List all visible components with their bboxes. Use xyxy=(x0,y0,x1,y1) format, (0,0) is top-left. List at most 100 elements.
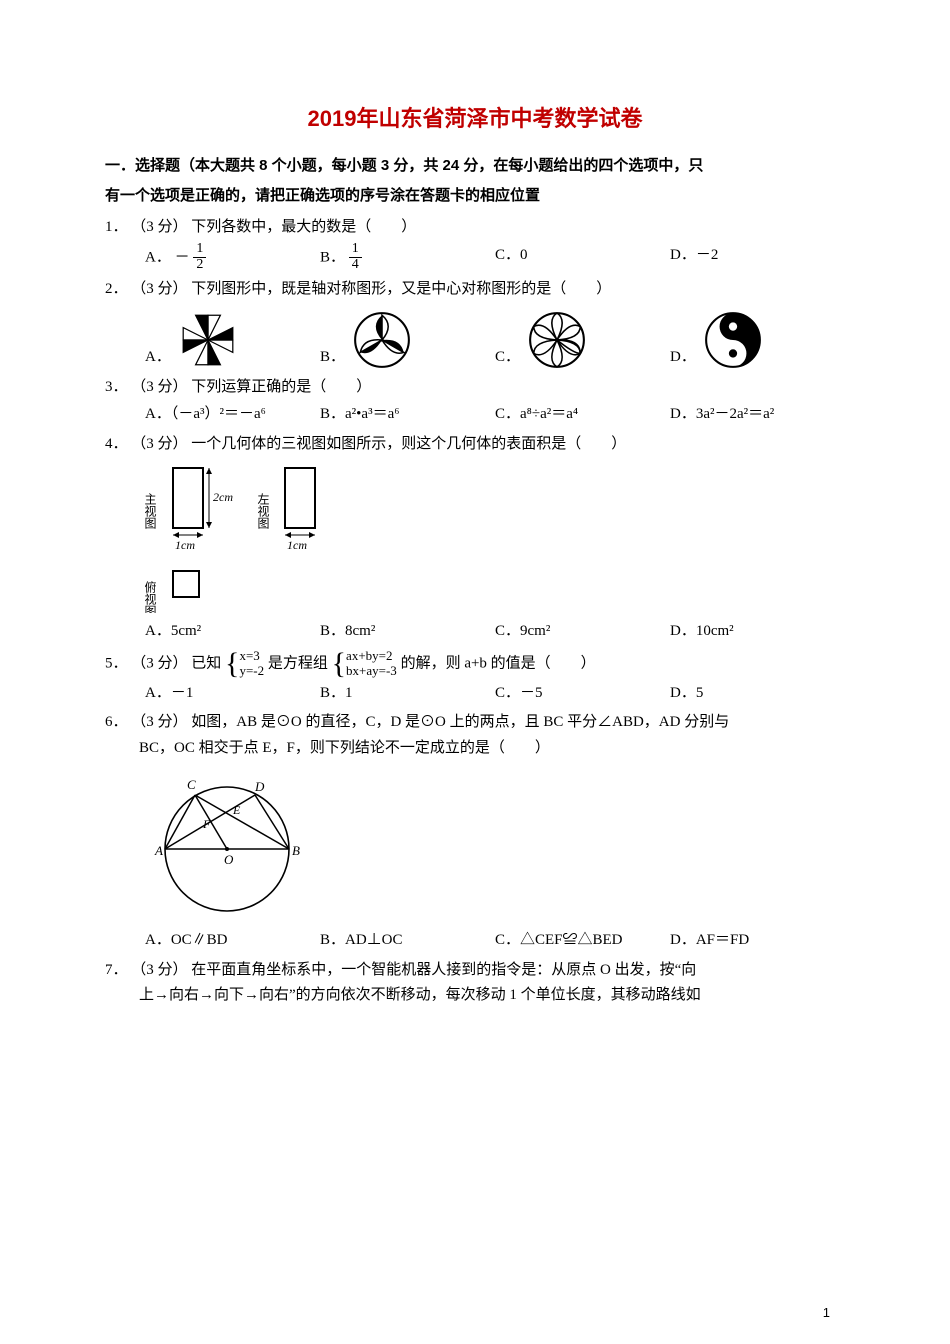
q1-options: A． － 1 2 B． 1 4 C．0 D．－2 xyxy=(105,243,845,273)
h-label: 2cm xyxy=(213,490,233,504)
q2-stem: 下列图形中，既是轴对称图形，又是中心对称图形的是（ ） xyxy=(191,281,611,297)
section-heading-line2: 有一个选项是正确的，请把正确选项的序号涂在答题卡的相应位置 xyxy=(105,187,540,204)
q3-option-b: B．a²•a³＝a⁶ xyxy=(320,402,495,428)
q3-number: 3． xyxy=(105,379,128,395)
q6-figure: A B C D O E F xyxy=(105,767,845,922)
q3-options: A．（－a³）²＝－a⁶ B．a²•a³＝a⁶ C．a⁸÷a²＝a⁴ D．3a²… xyxy=(105,402,845,428)
q2-a-label: A． xyxy=(145,345,171,371)
q2-d-label: D． xyxy=(670,345,696,371)
q2-c-label: C． xyxy=(495,345,520,371)
q2-points: （3 分） xyxy=(131,281,187,297)
question-3: 3． （3 分） 下列运算正确的是（ ） A．（－a³）²＝－a⁶ B．a²•a… xyxy=(105,375,845,428)
question-5: 5． （3 分） 已知 { x=3 y=-2 是方程组 { ax+by=2 bx… xyxy=(105,649,845,707)
q1-a-fraction: 1 2 xyxy=(193,242,206,272)
svg-text:E: E xyxy=(232,803,241,817)
left-label: 左视图 xyxy=(256,492,270,529)
svg-text:B: B xyxy=(292,843,300,858)
q5-sys1-r2: y=-2 xyxy=(239,664,264,679)
q1-option-a: A． － 1 2 xyxy=(145,243,320,273)
q2-figures: A． B． xyxy=(105,309,845,371)
q7-points: （3 分） xyxy=(131,962,187,978)
q5-stem-post: 的解，则 a+b 的值是（ ） xyxy=(401,655,596,671)
q7-stem-l2: 上→向右→向下→向右”的方向依次不断移动，每次移动 1 个单位长度，其移动路线如 xyxy=(105,983,845,1009)
q3-stem: 下列运算正确的是（ ） xyxy=(191,379,371,395)
q1-option-d: D．－2 xyxy=(670,243,845,273)
svg-text:D: D xyxy=(254,779,265,794)
q5-option-c: C．－5 xyxy=(495,681,670,707)
w1-label: 1cm xyxy=(175,538,195,552)
q2-fig-b: B． xyxy=(320,309,495,371)
q2-fig-a: A． xyxy=(145,309,320,371)
q4-option-a: A．5cm² xyxy=(145,619,320,645)
q1-b-denom: 4 xyxy=(349,258,362,273)
q6-stem-l2: BC，OC 相交于点 E，F，则下列结论不一定成立的是（ ） xyxy=(105,736,845,762)
q1-b-label: B． xyxy=(320,250,345,266)
yinyang-icon xyxy=(702,309,764,371)
q5-option-b: B．1 xyxy=(320,681,495,707)
q6-number: 6． xyxy=(105,714,128,730)
svg-text:O: O xyxy=(224,852,234,867)
q1-b-numer: 1 xyxy=(349,242,362,258)
six-petal-icon xyxy=(526,309,588,371)
q1-a-numer: 1 xyxy=(193,242,206,258)
q3-option-d: D．3a²－2a²＝a² xyxy=(670,402,845,428)
q4-options: A．5cm² B．8cm² C．9cm² D．10cm² xyxy=(105,619,845,645)
question-6: 6． （3 分） 如图，AB 是⊙O 的直径，C，D 是⊙O 上的两点，且 BC… xyxy=(105,710,845,954)
q6-stem-l1: 如图，AB 是⊙O 的直径，C，D 是⊙O 上的两点，且 BC 平分∠ABD，A… xyxy=(191,714,729,730)
w2-label: 1cm xyxy=(287,538,307,552)
svg-text:A: A xyxy=(154,843,163,858)
q4-number: 4． xyxy=(105,436,128,452)
question-1: 1． （3 分） 下列各数中，最大的数是（ ） A． － 1 2 B． 1 4 … xyxy=(105,215,845,273)
q1-option-b: B． 1 4 xyxy=(320,243,495,273)
q1-a-label: A． xyxy=(145,250,171,266)
q6-option-a: A．OC∥BD xyxy=(145,928,320,954)
q6-option-d: D．AF＝FD xyxy=(670,928,845,954)
q5-system1: { x=3 y=-2 xyxy=(225,649,264,679)
q7-number: 7． xyxy=(105,962,128,978)
svg-text:F: F xyxy=(202,817,211,831)
q4-stem: 一个几何体的三视图如图所示，则这个几何体的表面积是（ ） xyxy=(191,436,626,452)
q4-figure: 主视图 2cm 1cm 左视图 1cm 俯视图 xyxy=(105,463,845,613)
q1-stem: 下列各数中，最大的数是（ ） xyxy=(191,219,416,235)
q4-option-b: B．8cm² xyxy=(320,619,495,645)
q2-fig-d: D． xyxy=(670,309,845,371)
q1-a-neg: － xyxy=(175,250,190,266)
q5-mid: 是方程组 xyxy=(268,655,328,671)
top-label: 俯视图 xyxy=(145,580,157,613)
q5-points: （3 分） xyxy=(131,655,187,671)
page-number: 1 xyxy=(823,1302,830,1324)
question-7: 7． （3 分） 在平面直角坐标系中，一个智能机器人接到的指令是：从原点 O 出… xyxy=(105,958,845,1009)
page: 2019年山东省菏泽市中考数学试卷 一．选择题（本大题共 8 个小题，每小题 3… xyxy=(0,0,950,1344)
exam-title: 2019年山东省菏泽市中考数学试卷 xyxy=(105,100,845,137)
section-heading-line1: 一．选择题（本大题共 8 个小题，每小题 3 分，共 24 分，在每小题给出的四… xyxy=(105,157,703,174)
q5-option-a: A．－1 xyxy=(145,681,320,707)
q3-option-c: C．a⁸÷a²＝a⁴ xyxy=(495,402,670,428)
svg-text:C: C xyxy=(187,777,196,792)
q4-option-d: D．10cm² xyxy=(670,619,845,645)
q1-b-fraction: 1 4 xyxy=(349,242,362,272)
q4-points: （3 分） xyxy=(131,436,187,452)
q5-option-d: D．5 xyxy=(670,681,845,707)
q6-option-c: C．△CEF≌△BED xyxy=(495,928,670,954)
q2-number: 2． xyxy=(105,281,128,297)
q2-fig-c: C． xyxy=(495,309,670,371)
q5-sys1-r1: x=3 xyxy=(239,649,264,664)
q6-options: A．OC∥BD B．AD⊥OC C．△CEF≌△BED D．AF＝FD xyxy=(105,928,845,954)
question-2: 2． （3 分） 下列图形中，既是轴对称图形，又是中心对称图形的是（ ） A． xyxy=(105,277,845,371)
question-4: 4． （3 分） 一个几何体的三视图如图所示，则这个几何体的表面积是（ ） 主视… xyxy=(105,432,845,645)
q6-option-b: B．AD⊥OC xyxy=(320,928,495,954)
q1-number: 1． xyxy=(105,219,128,235)
q5-sys2-r2: bx+ay=-3 xyxy=(346,664,397,679)
q1-a-denom: 2 xyxy=(193,258,206,273)
q5-options: A．－1 B．1 C．－5 D．5 xyxy=(105,681,845,707)
q1-points: （3 分） xyxy=(131,219,187,235)
q7-stem-l1: 在平面直角坐标系中，一个智能机器人接到的指令是：从原点 O 出发，按“向 xyxy=(191,962,696,978)
q1-option-c: C．0 xyxy=(495,243,670,273)
q4-option-c: C．9cm² xyxy=(495,619,670,645)
three-views-icon: 主视图 2cm 1cm 左视图 1cm 俯视图 xyxy=(145,463,365,613)
front-label: 主视图 xyxy=(145,493,157,529)
q2-b-label: B． xyxy=(320,345,345,371)
q3-option-a: A．（－a³）²＝－a⁶ xyxy=(145,402,320,428)
trefoil-icon xyxy=(351,309,413,371)
q5-number: 5． xyxy=(105,655,128,671)
